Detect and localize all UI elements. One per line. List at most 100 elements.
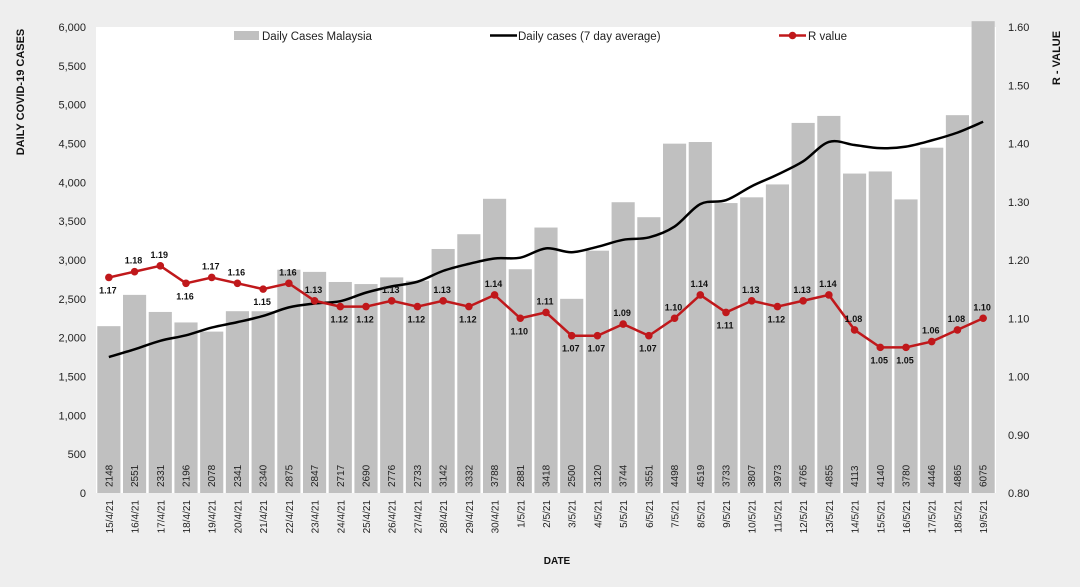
x-tick-label: 15/5/21 <box>876 500 887 534</box>
r-value-label: 1.17 <box>202 261 220 271</box>
bar <box>971 21 995 494</box>
r-value-label: 1.12 <box>459 315 477 325</box>
bar <box>688 142 712 493</box>
bar <box>740 197 764 493</box>
bar <box>945 115 969 493</box>
legend-label-avg: Daily cases (7 day average) <box>518 31 661 43</box>
bar-value-label: 4855 <box>824 464 835 487</box>
y2-tick-label: 1.60 <box>1008 22 1029 34</box>
x-tick-label: 25/4/21 <box>362 500 373 534</box>
bar <box>920 147 944 493</box>
y2-tick-label: 0.90 <box>1008 430 1029 442</box>
x-tick-label: 2/5/21 <box>542 500 553 528</box>
bar-value-label: 3120 <box>593 464 604 487</box>
bar-value-label: 4519 <box>696 464 707 487</box>
r-point <box>542 308 550 317</box>
bar-value-label: 2078 <box>207 464 218 487</box>
r-value-label: 1.17 <box>99 285 117 295</box>
bar-value-label: 2847 <box>310 464 321 487</box>
r-point <box>105 273 113 282</box>
r-value-label: 1.16 <box>176 291 194 301</box>
r-point <box>825 291 833 299</box>
bar-value-label: 3780 <box>902 464 913 487</box>
bar <box>560 298 584 493</box>
x-tick-label: 16/5/21 <box>902 500 913 534</box>
r-point <box>799 296 807 305</box>
r-point <box>902 343 910 352</box>
y2-tick-label: 0.80 <box>1008 488 1029 500</box>
x-tick-label: 19/4/21 <box>208 500 219 534</box>
r-value-label: 1.13 <box>433 285 451 295</box>
x-tick-label: 13/5/21 <box>825 500 836 534</box>
r-point <box>362 302 370 311</box>
bar <box>868 171 892 493</box>
r-value-label: 1.18 <box>125 256 143 266</box>
r-point <box>233 279 242 288</box>
r-value-label: 1.13 <box>742 285 760 295</box>
bar <box>380 277 404 493</box>
r-value-label: 1.19 <box>151 250 169 260</box>
x-tick-label: 14/5/21 <box>851 500 862 534</box>
x-tick-label: 3/5/21 <box>568 500 579 528</box>
legend-swatch-bars <box>234 31 259 40</box>
bar-value-label: 3807 <box>747 464 758 487</box>
bar-value-label: 4140 <box>876 464 887 487</box>
bar-value-label: 4498 <box>670 464 681 487</box>
r-value-label: 1.14 <box>485 279 503 289</box>
x-tick-label: 6/5/21 <box>645 500 656 528</box>
bar-value-label: 3744 <box>619 464 630 487</box>
bar <box>791 122 815 493</box>
r-point <box>516 314 525 323</box>
r-point <box>490 291 499 299</box>
bar <box>225 311 249 493</box>
r-value-label: 1.12 <box>768 315 786 325</box>
x-tick-label: 15/4/21 <box>105 500 116 534</box>
bar-value-label: 4113 <box>850 465 861 487</box>
r-point <box>979 314 987 323</box>
bar-value-label: 4865 <box>953 464 964 487</box>
r-value-label: 1.07 <box>639 344 657 354</box>
y-tick-label: 2,500 <box>58 294 86 306</box>
bar-value-label: 3142 <box>439 464 450 487</box>
y-tick-label: 3,500 <box>58 216 86 228</box>
r-point <box>207 273 216 282</box>
r-value-label: 1.05 <box>871 355 889 365</box>
bar-value-label: 3332 <box>464 464 475 487</box>
bar-value-label: 6075 <box>979 464 990 487</box>
r-value-label: 1.16 <box>228 267 246 277</box>
x-tick-label: 21/4/21 <box>259 500 270 534</box>
r-value-label: 1.10 <box>973 302 991 312</box>
bar <box>303 271 327 493</box>
r-point <box>593 331 602 340</box>
y2-tick-label: 1.30 <box>1008 197 1029 209</box>
y2-tick-label: 1.00 <box>1008 372 1029 384</box>
bar-value-label: 2341 <box>233 464 244 487</box>
bar <box>354 284 378 493</box>
r-point <box>876 343 885 352</box>
x-tick-label: 24/4/21 <box>336 500 347 534</box>
r-point <box>465 302 473 311</box>
r-point <box>439 296 447 305</box>
y-axis-title: DAILY COVID-19 CASES <box>15 29 27 156</box>
r-value-label: 1.11 <box>536 296 553 306</box>
y-tick-label: 3,000 <box>58 255 86 267</box>
r-point <box>259 285 267 293</box>
legend-label-r: R value <box>808 31 847 43</box>
r-point <box>182 279 190 288</box>
bar <box>174 322 198 493</box>
r-value-label: 1.12 <box>331 315 349 325</box>
r-value-label: 1.09 <box>613 308 631 318</box>
bar-value-label: 2331 <box>156 464 167 487</box>
r-point <box>953 326 962 334</box>
bar-value-label: 3551 <box>644 464 655 487</box>
x-tick-label: 19/5/21 <box>979 500 990 534</box>
y-tick-label: 6,000 <box>58 22 86 34</box>
r-value-label: 1.16 <box>279 267 297 277</box>
x-tick-label: 18/5/21 <box>953 500 964 534</box>
bar <box>97 326 121 493</box>
r-value-label: 1.10 <box>665 302 683 312</box>
r-value-label: 1.06 <box>922 326 940 336</box>
y-tick-label: 500 <box>68 449 86 461</box>
r-value-label: 1.07 <box>588 344 606 354</box>
